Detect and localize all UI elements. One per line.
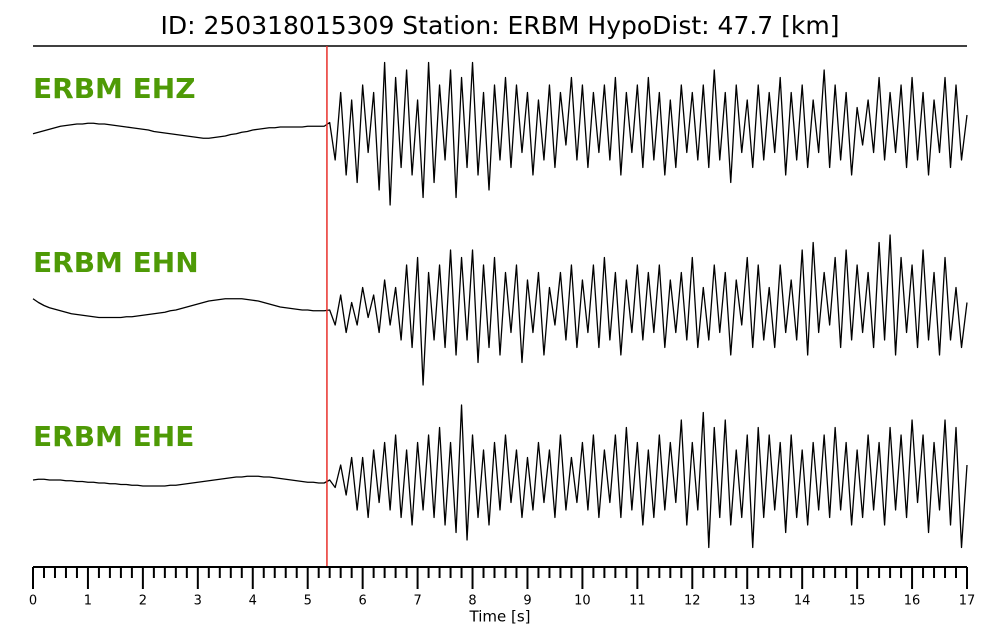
x-tick-label: 3	[194, 594, 202, 609]
x-tick-label: 14	[794, 594, 811, 609]
x-tick-label: 2	[139, 594, 147, 609]
waveform	[32, 404, 968, 549]
trace-label: ERBM EHN	[33, 246, 199, 279]
x-tick-label: 0	[29, 594, 37, 609]
x-tick-label: 11	[629, 594, 646, 609]
x-tick-label: 10	[574, 594, 591, 609]
x-tick-label: 9	[523, 594, 531, 609]
x-tick-label: 16	[904, 594, 921, 609]
x-tick-label: 1	[84, 594, 92, 609]
waveform	[32, 61, 968, 206]
x-tick-label: 6	[359, 594, 367, 609]
x-tick-label: 13	[739, 594, 756, 609]
x-tick-label: 7	[413, 594, 421, 609]
trace-label: ERBM EHE	[33, 420, 194, 453]
x-tick-label: 4	[249, 594, 257, 609]
chart-title: ID: 250318015309 Station: ERBM HypoDist:…	[161, 11, 840, 40]
trace-label: ERBM EHZ	[33, 72, 196, 105]
waveform	[32, 234, 968, 386]
x-tick-label: 12	[684, 594, 701, 609]
x-tick-label: 17	[959, 594, 976, 609]
x-tick-label: 15	[849, 594, 866, 609]
x-tick-label: 8	[468, 594, 476, 609]
x-axis-label: Time [s]	[469, 608, 531, 626]
x-tick-label: 5	[304, 594, 312, 609]
